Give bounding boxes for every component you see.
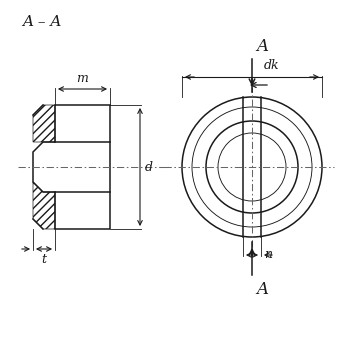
Text: A – A: A – A: [22, 15, 61, 29]
Text: m: m: [76, 72, 88, 85]
Text: d: d: [145, 161, 153, 174]
Text: A: A: [256, 38, 268, 55]
Text: n: n: [264, 248, 272, 261]
Text: t: t: [41, 253, 47, 266]
Text: A: A: [256, 281, 268, 298]
Text: dk: dk: [264, 59, 280, 72]
